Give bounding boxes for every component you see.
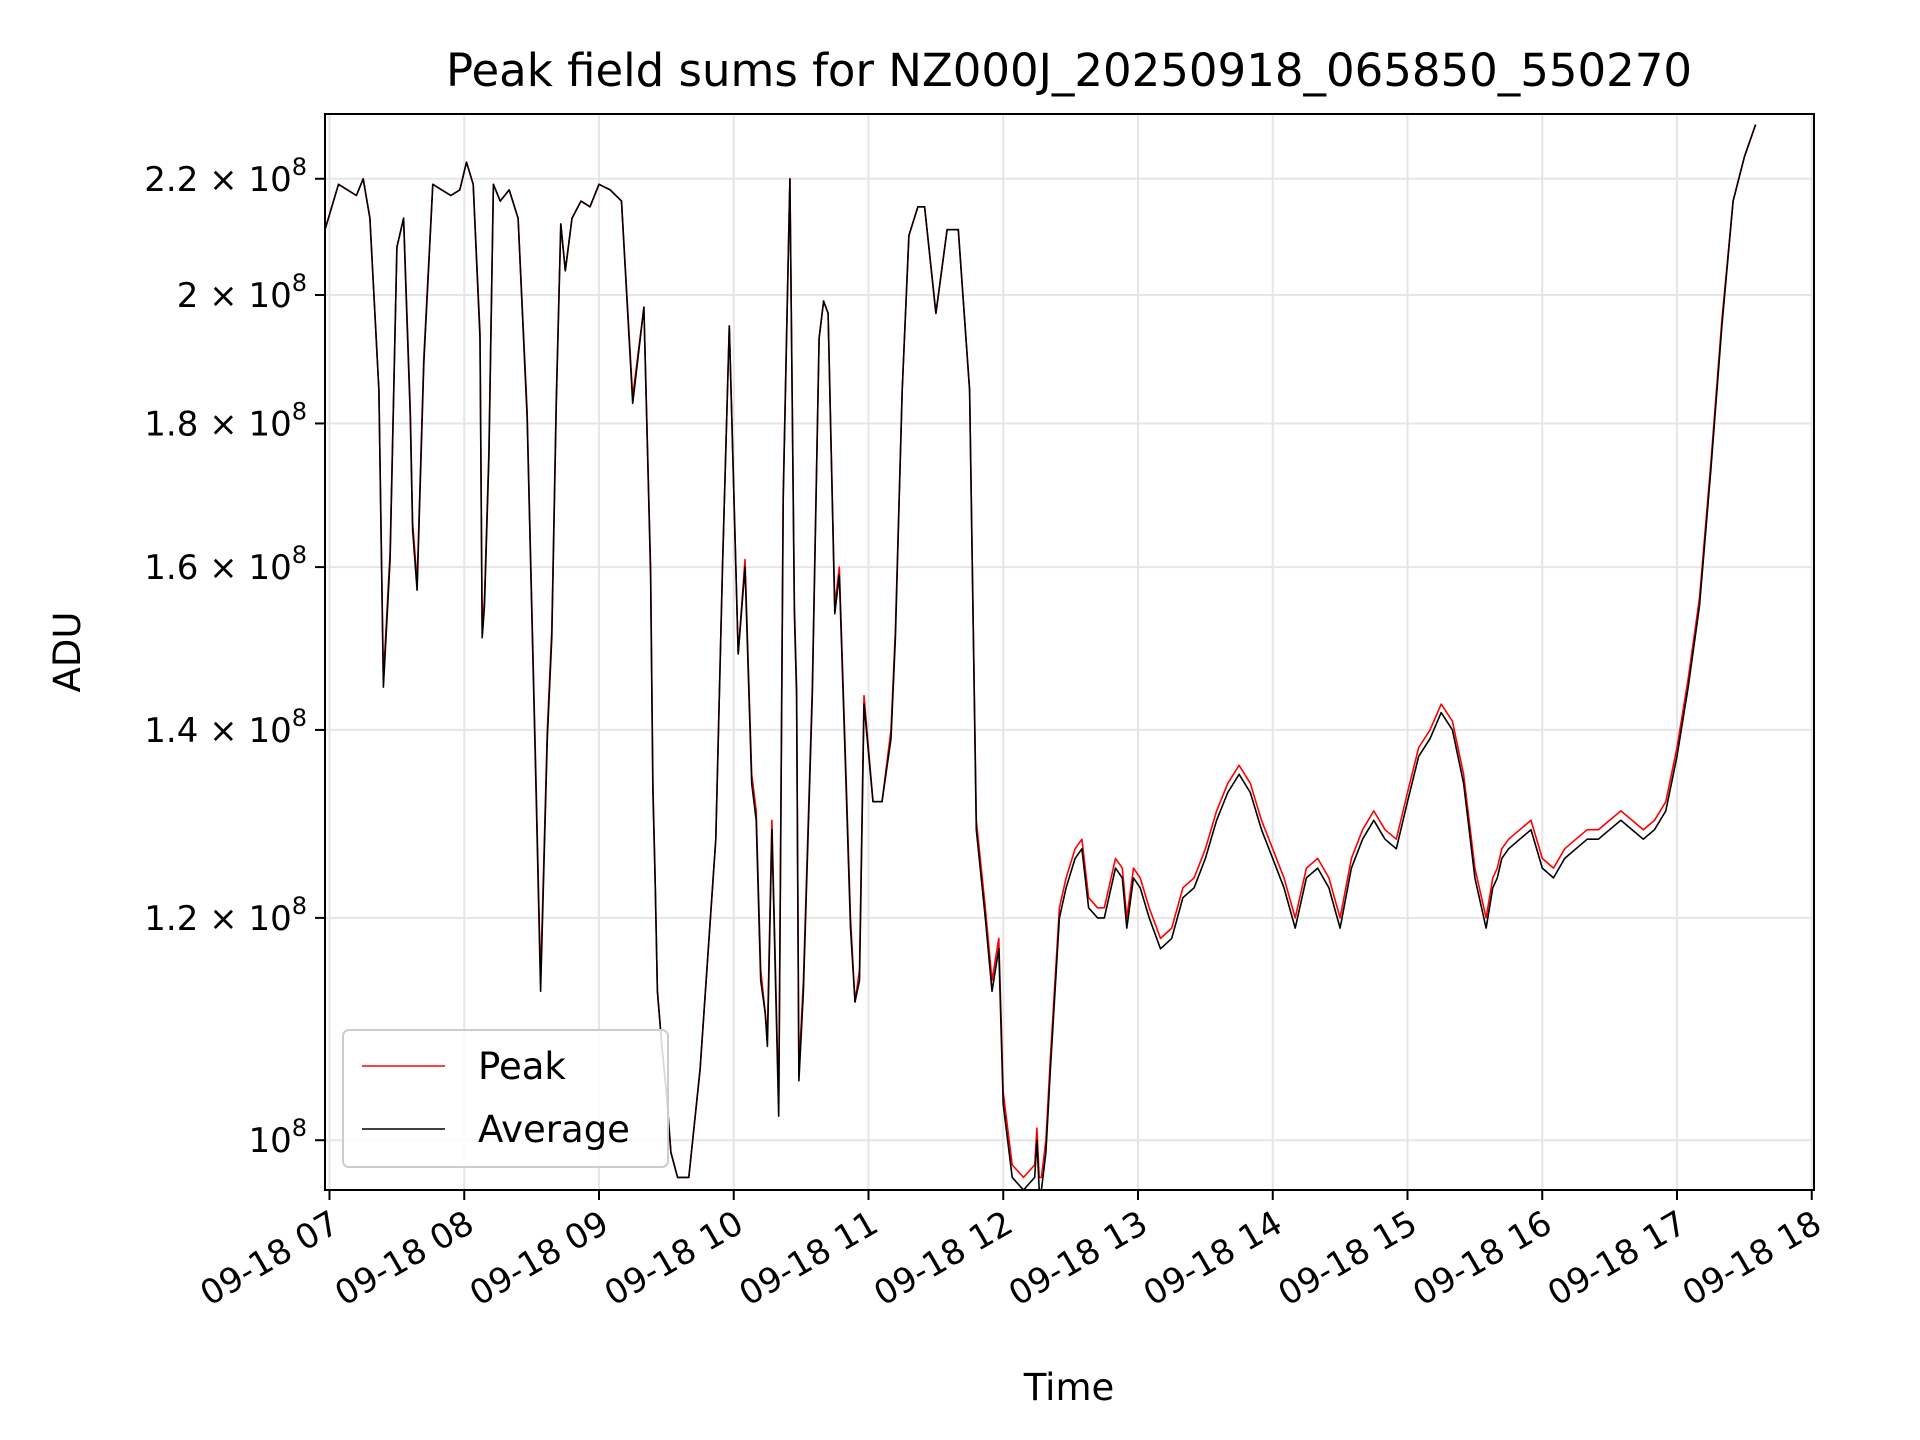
x-tick-label: 09-18 07	[194, 1203, 346, 1314]
y-tick-label: 2 × 108	[177, 269, 307, 316]
series-layer	[324, 124, 1757, 1191]
y-tick-label: 2.2 × 108	[144, 153, 307, 200]
legend-box	[342, 1029, 669, 1168]
x-tick-label: 09-18 15	[1272, 1203, 1424, 1314]
grid	[325, 114, 1814, 1190]
legend-peak-label: Peak	[478, 1045, 566, 1088]
x-tick-label: 09-18 10	[598, 1203, 750, 1314]
x-tick-label: 09-18 11	[733, 1203, 885, 1314]
y-axis-label: ADU	[46, 612, 89, 693]
y-axis: 108 1.2 × 108 1.4 × 108 1.6 × 108 1.8 × 108 2…	[144, 153, 325, 1161]
x-tick-label: 09-18 13	[1002, 1203, 1154, 1314]
series-line-average	[324, 124, 1757, 1191]
x-tick-label: 09-18 18	[1676, 1203, 1828, 1314]
y-tick-label: 1.2 × 108	[144, 892, 307, 939]
y-tick-label: 108	[248, 1114, 307, 1161]
y-tick-label: 1.4 × 108	[144, 704, 307, 751]
legend: Peak Average	[342, 1029, 669, 1168]
x-tick-label: 09-18 08	[328, 1203, 480, 1314]
x-tick-label: 09-18 16	[1406, 1203, 1558, 1314]
x-tick-label: 09-18 17	[1541, 1203, 1693, 1314]
x-tick-label: 09-18 09	[463, 1203, 615, 1314]
plot-frame	[324, 113, 1815, 1191]
x-tick-label: 09-18 14	[1137, 1203, 1289, 1314]
legend-average-label: Average	[478, 1108, 630, 1151]
x-tick-label: 09-18 12	[867, 1203, 1019, 1314]
x-axis-label: Time	[1023, 1366, 1115, 1409]
chart-title: Peak field sums for NZ000J_20250918_0658…	[446, 44, 1692, 97]
series-line-peak	[324, 124, 1757, 1179]
y-tick-label: 1.6 × 108	[144, 541, 307, 588]
y-tick-label: 1.8 × 108	[144, 397, 307, 444]
